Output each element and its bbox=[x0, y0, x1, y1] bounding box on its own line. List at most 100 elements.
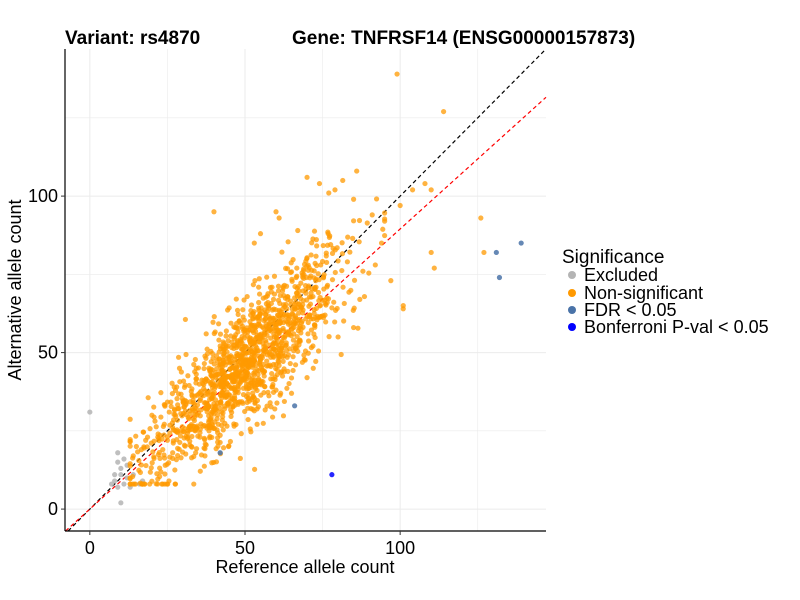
data-point-non-significant bbox=[136, 457, 142, 464]
x-axis-title: Reference allele count bbox=[215, 557, 394, 577]
data-point-non-significant bbox=[193, 376, 200, 382]
data-point-non-significant bbox=[296, 310, 302, 316]
data-point-non-significant bbox=[270, 414, 276, 420]
data-point-non-significant bbox=[275, 312, 281, 318]
data-point-non-significant bbox=[269, 370, 275, 377]
data-point-non-significant bbox=[310, 365, 316, 371]
data-point-non-significant bbox=[151, 455, 157, 461]
data-point-non-significant bbox=[189, 433, 195, 440]
data-point-non-significant bbox=[244, 293, 250, 300]
data-point-non-significant bbox=[292, 299, 299, 305]
data-point-non-significant bbox=[305, 350, 311, 356]
data-point-non-significant bbox=[340, 284, 346, 290]
data-point-non-significant bbox=[175, 452, 181, 459]
data-point-non-significant bbox=[338, 351, 344, 358]
data-point-non-significant bbox=[176, 446, 182, 452]
data-point-non-significant bbox=[268, 404, 274, 410]
data-point-non-significant bbox=[296, 288, 302, 294]
data-point-non-significant bbox=[171, 417, 177, 423]
data-point-non-significant bbox=[285, 239, 291, 245]
data-point-non-significant bbox=[285, 352, 292, 358]
data-point-non-significant bbox=[382, 232, 388, 239]
data-point-non-significant bbox=[312, 322, 318, 328]
data-point-non-significant bbox=[251, 380, 257, 386]
data-point-non-significant bbox=[281, 398, 287, 405]
data-point-non-significant bbox=[269, 384, 275, 390]
legend-swatch-fdr bbox=[568, 306, 576, 314]
data-point-non-significant bbox=[198, 396, 204, 402]
data-point-non-significant bbox=[428, 187, 434, 193]
data-point-non-significant bbox=[265, 389, 271, 395]
data-point-non-significant bbox=[267, 400, 273, 406]
data-point-non-significant bbox=[133, 443, 139, 450]
data-point-non-significant bbox=[127, 481, 133, 487]
data-point-non-significant bbox=[153, 424, 159, 430]
data-point-non-significant bbox=[230, 404, 236, 410]
data-point-non-significant bbox=[315, 313, 321, 319]
data-point-excluded bbox=[115, 450, 121, 456]
data-point-non-significant bbox=[239, 351, 246, 357]
data-point-non-significant bbox=[213, 446, 219, 452]
data-point-non-significant bbox=[304, 255, 310, 261]
data-point-non-significant bbox=[271, 331, 277, 338]
data-point-non-significant bbox=[220, 445, 227, 451]
data-point-non-significant bbox=[178, 369, 184, 375]
data-point-non-significant bbox=[237, 455, 243, 461]
data-point-non-significant bbox=[209, 460, 215, 466]
data-point-non-significant bbox=[288, 323, 294, 329]
chart-title-variant: Variant: rs4870 bbox=[65, 28, 200, 49]
data-point-non-significant bbox=[273, 209, 279, 215]
data-point-non-significant bbox=[345, 234, 351, 240]
data-point-non-significant bbox=[274, 371, 280, 378]
data-point-non-significant bbox=[235, 311, 241, 318]
data-point-non-significant bbox=[307, 301, 314, 307]
data-point-non-significant bbox=[164, 461, 170, 467]
data-point-non-significant bbox=[201, 360, 207, 367]
data-point-non-significant bbox=[280, 358, 286, 364]
data-point-non-significant bbox=[287, 346, 293, 352]
data-point-non-significant bbox=[270, 376, 276, 382]
data-point-non-significant bbox=[304, 375, 310, 381]
data-point-fdr-0-05 bbox=[496, 274, 503, 281]
data-point-non-significant bbox=[241, 297, 247, 303]
data-point-non-significant bbox=[320, 313, 326, 319]
data-point-non-significant bbox=[148, 465, 154, 471]
data-point-non-significant bbox=[235, 399, 241, 405]
data-point-non-significant bbox=[211, 385, 218, 392]
legend-label-non-significant: Non-significant bbox=[584, 283, 703, 303]
legend-swatch-bonferroni bbox=[568, 323, 576, 331]
data-point-non-significant bbox=[278, 390, 284, 396]
data-point-non-significant bbox=[378, 240, 385, 246]
data-point-non-significant bbox=[178, 428, 184, 434]
y-tick-label: 100 bbox=[28, 186, 58, 206]
data-point-non-significant bbox=[229, 359, 235, 365]
data-point-non-significant bbox=[206, 403, 212, 409]
data-point-non-significant bbox=[157, 455, 163, 461]
data-point-non-significant bbox=[265, 326, 271, 332]
data-point-non-significant bbox=[219, 377, 225, 383]
data-point-non-significant bbox=[245, 405, 251, 411]
data-point-non-significant bbox=[145, 395, 151, 401]
data-point-non-significant bbox=[255, 404, 261, 410]
data-point-non-significant bbox=[311, 331, 317, 337]
data-point-non-significant bbox=[172, 481, 179, 487]
data-point-non-significant bbox=[193, 424, 200, 431]
data-point-non-significant bbox=[243, 343, 249, 349]
data-point-non-significant bbox=[214, 357, 220, 364]
data-point-non-significant bbox=[294, 334, 300, 340]
data-point-non-significant bbox=[219, 417, 225, 423]
data-point-non-significant bbox=[218, 399, 224, 405]
data-point-non-significant bbox=[158, 390, 164, 396]
data-point-non-significant bbox=[300, 324, 306, 330]
data-point-non-significant bbox=[350, 235, 356, 241]
data-point-non-significant bbox=[235, 329, 241, 335]
legend: Significance Excluded Non-significant FD… bbox=[562, 247, 769, 337]
data-point-non-significant bbox=[220, 357, 226, 364]
data-point-non-significant bbox=[400, 303, 406, 309]
data-point-non-significant bbox=[313, 358, 319, 364]
data-point-excluded bbox=[121, 481, 127, 487]
data-point-excluded bbox=[108, 481, 115, 487]
data-point-non-significant bbox=[227, 438, 234, 445]
data-point-non-significant bbox=[264, 274, 270, 280]
